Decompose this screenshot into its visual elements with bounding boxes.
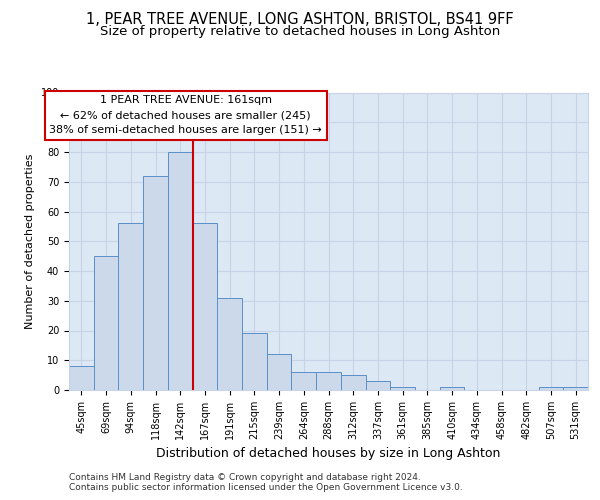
Bar	[341, 375, 365, 390]
Text: Size of property relative to detached houses in Long Ashton: Size of property relative to detached ho…	[100, 25, 500, 38]
Bar	[440, 387, 464, 390]
Bar	[365, 381, 390, 390]
Bar	[168, 152, 193, 390]
Text: Contains public sector information licensed under the Open Government Licence v3: Contains public sector information licen…	[69, 482, 463, 492]
Text: Contains HM Land Registry data © Crown copyright and database right 2024.: Contains HM Land Registry data © Crown c…	[69, 472, 421, 482]
Bar	[217, 298, 242, 390]
Text: 1, PEAR TREE AVENUE, LONG ASHTON, BRISTOL, BS41 9FF: 1, PEAR TREE AVENUE, LONG ASHTON, BRISTO…	[86, 12, 514, 28]
Bar	[94, 256, 118, 390]
Bar	[563, 387, 588, 390]
X-axis label: Distribution of detached houses by size in Long Ashton: Distribution of detached houses by size …	[157, 448, 500, 460]
Bar	[267, 354, 292, 390]
Text: 1 PEAR TREE AVENUE: 161sqm
← 62% of detached houses are smaller (245)
38% of sem: 1 PEAR TREE AVENUE: 161sqm ← 62% of deta…	[49, 96, 322, 135]
Bar	[242, 334, 267, 390]
Bar	[118, 224, 143, 390]
Bar	[390, 387, 415, 390]
Y-axis label: Number of detached properties: Number of detached properties	[25, 154, 35, 329]
Bar	[143, 176, 168, 390]
Bar	[292, 372, 316, 390]
Bar	[69, 366, 94, 390]
Bar	[316, 372, 341, 390]
Bar	[539, 387, 563, 390]
Bar	[193, 224, 217, 390]
